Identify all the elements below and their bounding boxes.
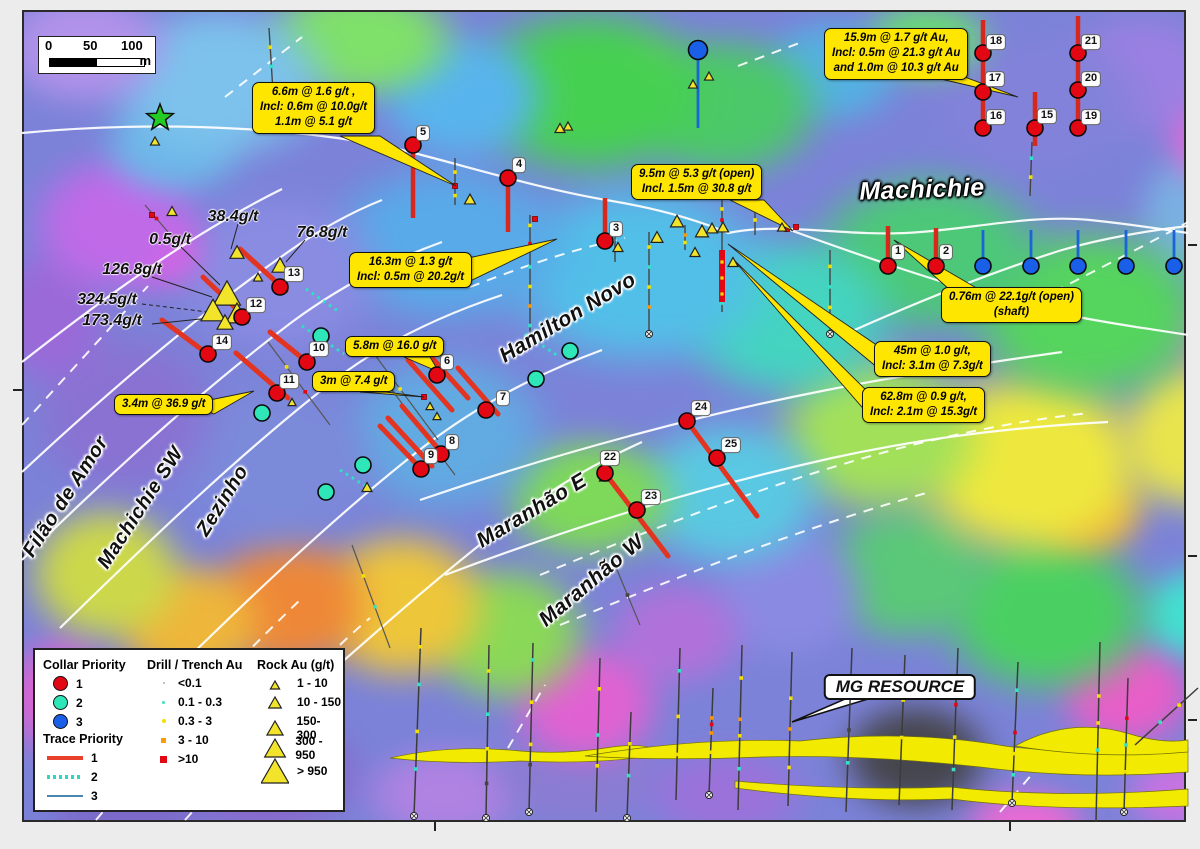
legend-row: 10 - 150 — [261, 695, 341, 709]
legend-item-label: <0.1 — [178, 676, 202, 690]
legend-row: 0.3 - 3 — [157, 714, 212, 728]
legend-drill-swatch — [161, 719, 166, 723]
legend-item-label: 3 — [91, 789, 98, 803]
legend-drill-swatch — [161, 737, 166, 743]
legend-trace-title: Trace Priority — [43, 732, 123, 746]
legend-trace-swatch — [47, 795, 83, 797]
legend-row: 300 - 950 — [261, 734, 343, 762]
legend-row: 1 — [53, 676, 83, 691]
legend-item-label: 300 - 950 — [295, 734, 323, 762]
legend-collar-swatch — [53, 714, 68, 729]
legend-item-label: 150- 300 — [296, 714, 321, 742]
scale-tick-0: 0 — [45, 38, 53, 53]
legend-trace-swatch — [47, 756, 83, 760]
legend-rock-title: Rock Au (g/t) — [257, 658, 335, 672]
legend-item-label: 1 - 10 — [297, 676, 328, 690]
legend-item-label: 0.1 - 0.3 — [178, 695, 223, 709]
legend-row: 150- 300 — [261, 714, 343, 742]
scale-unit: m — [139, 53, 151, 68]
legend-trace-swatch — [47, 775, 83, 779]
legend-row: 0.1 - 0.3 — [157, 695, 222, 709]
legend-item-label: 0.3 - 3 — [178, 714, 213, 728]
legend-row: > 950 — [261, 758, 327, 784]
legend-row: 3 — [47, 789, 98, 803]
legend-box: Collar Priority Drill / Trench Au Rock A… — [33, 648, 345, 812]
scale-tick-50: 50 — [83, 38, 98, 53]
legend-row: 3 - 10 — [157, 733, 209, 747]
legend-item-label: 3 — [76, 714, 83, 729]
legend-row: >10 — [157, 752, 198, 766]
legend-row: 1 — [47, 751, 98, 765]
legend-rock-swatch — [261, 758, 289, 784]
legend-rock-swatch — [269, 679, 281, 690]
legend-rock-swatch — [263, 738, 287, 758]
legend-row: 1 - 10 — [261, 676, 328, 690]
legend-rock-swatch — [265, 720, 285, 736]
legend-item-label: > 950 — [297, 764, 328, 778]
legend-row: 2 — [47, 770, 98, 784]
legend-rock-swatch — [267, 695, 283, 709]
legend-item-label: 2 — [91, 770, 98, 784]
legend-drill-title: Drill / Trench Au — [147, 658, 243, 672]
legend-row: <0.1 — [157, 676, 202, 690]
legend-collar-swatch — [53, 695, 68, 710]
legend-item-label: 2 — [76, 695, 83, 710]
legend-collar-title: Collar Priority — [43, 658, 126, 672]
legend-collar-swatch — [53, 676, 68, 691]
legend-row: 3 — [53, 714, 83, 729]
scale-bar-white-segment — [96, 58, 145, 67]
scale-bar-black-segment — [49, 58, 98, 67]
legend-item-label: >10 — [178, 752, 199, 766]
scale-tick-100: 100 — [121, 38, 143, 53]
legend-item-label: 3 - 10 — [178, 733, 209, 747]
legend-drill-swatch — [160, 755, 167, 763]
legend-item-label: 10 - 150 — [297, 695, 342, 709]
legend-drill-swatch — [162, 700, 165, 704]
legend-item-label: 1 — [91, 751, 98, 765]
legend-row: 2 — [53, 695, 83, 710]
legend-drill-swatch — [162, 682, 165, 684]
legend-item-label: 1 — [76, 676, 83, 691]
scale-bar: 0 50 100 m — [38, 36, 156, 74]
